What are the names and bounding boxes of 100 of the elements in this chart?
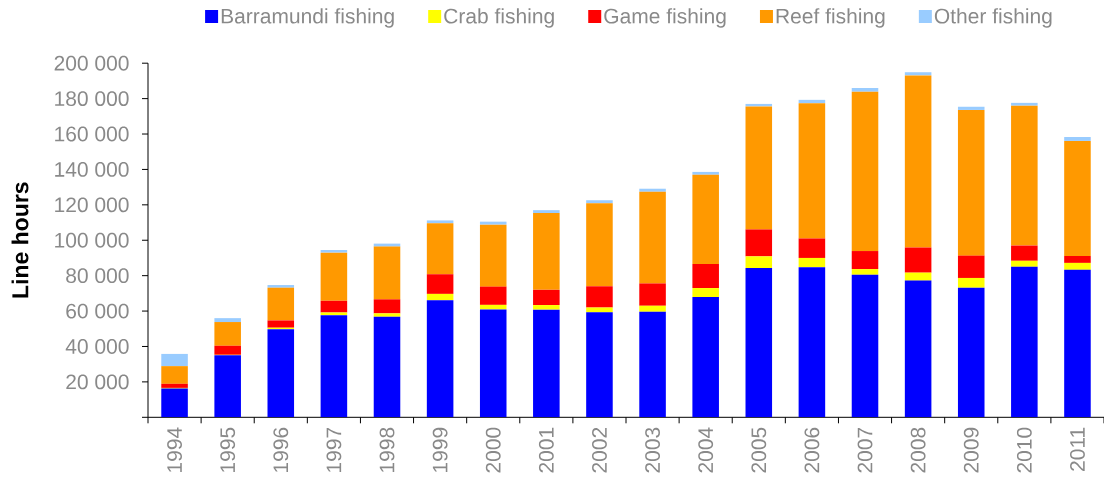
x-tick-label: 1996 xyxy=(273,427,289,472)
y-tick-label: 60 000 xyxy=(66,303,129,319)
bar xyxy=(1064,256,1091,263)
bar xyxy=(586,312,613,418)
bar xyxy=(745,106,773,230)
bar xyxy=(267,320,295,328)
bar xyxy=(320,300,348,313)
bar xyxy=(692,174,719,264)
bar xyxy=(161,366,188,384)
bar xyxy=(426,293,454,301)
bar xyxy=(426,223,454,275)
bar xyxy=(851,87,879,92)
bar xyxy=(373,313,401,317)
bar xyxy=(957,106,985,110)
x-tick-label: 2006 xyxy=(804,427,820,473)
x-tick-label: 2004 xyxy=(698,427,714,473)
x-tick-label: 1998 xyxy=(379,427,395,472)
y-tick-label: 200 000 xyxy=(54,55,129,71)
bar xyxy=(533,309,560,418)
bar xyxy=(957,287,985,418)
bar xyxy=(267,287,295,321)
y-tick-label: 140 000 xyxy=(55,162,129,177)
bar xyxy=(586,203,613,287)
bar xyxy=(214,318,241,323)
legend-label: Game fishing xyxy=(604,8,726,28)
bar xyxy=(798,267,826,418)
y-tick-label: 120 000 xyxy=(55,197,129,213)
bar xyxy=(851,251,879,270)
bar xyxy=(639,305,666,312)
y-tick-label: 80 000 xyxy=(66,268,129,284)
bar xyxy=(267,285,295,288)
x-tick-label: 2009 xyxy=(963,427,979,473)
bar xyxy=(479,221,507,225)
bar xyxy=(373,299,401,314)
x-tick-label: 2001 xyxy=(538,427,554,473)
legend-label: Other fishing xyxy=(934,8,1052,28)
y-tick-label: 180 000 xyxy=(55,91,129,107)
bar xyxy=(639,188,666,192)
bar xyxy=(798,257,826,268)
bar xyxy=(320,315,348,418)
bar xyxy=(533,289,560,306)
bar xyxy=(692,263,719,289)
bar xyxy=(426,220,454,224)
bar xyxy=(214,345,241,355)
x-tick-label: 2002 xyxy=(592,427,607,473)
bar xyxy=(745,256,773,269)
bar xyxy=(904,75,932,248)
bar xyxy=(904,247,932,273)
bar xyxy=(957,277,985,288)
bar xyxy=(320,312,348,316)
bar xyxy=(161,353,188,367)
x-tick-label: 2003 xyxy=(645,427,660,473)
x-tick-label: 2005 xyxy=(751,427,767,473)
bar xyxy=(320,252,348,301)
bar xyxy=(639,191,666,284)
bar xyxy=(639,311,666,418)
x-tick-label: 1994 xyxy=(167,427,182,472)
bar xyxy=(373,316,401,418)
bar xyxy=(214,355,241,418)
x-tick-label: 1995 xyxy=(220,427,236,472)
bar xyxy=(586,200,613,204)
y-tick-label: 40 000 xyxy=(65,339,129,354)
x-tick-label: 2007 xyxy=(857,427,873,473)
bar xyxy=(745,268,773,418)
bar xyxy=(1064,262,1091,270)
bar xyxy=(479,224,507,287)
legend-label: Barramundi fishing xyxy=(221,8,394,28)
bar xyxy=(1064,140,1091,257)
bar xyxy=(479,309,507,418)
bar xyxy=(692,297,719,418)
bar xyxy=(904,272,932,281)
bar xyxy=(1011,105,1038,246)
bar xyxy=(533,212,560,290)
bar xyxy=(851,269,879,275)
x-tick-label: 1999 xyxy=(432,427,448,472)
bar xyxy=(798,238,826,258)
y-tick-label: 20 000 xyxy=(66,374,129,390)
bar xyxy=(1064,137,1091,141)
bar xyxy=(214,322,241,346)
bar xyxy=(957,255,985,278)
bar xyxy=(957,109,985,256)
bar xyxy=(851,274,879,418)
bar xyxy=(373,243,401,247)
bar xyxy=(586,286,613,308)
bar xyxy=(479,286,507,305)
legend-label: Crab fishing xyxy=(444,8,554,28)
x-tick-label: 1997 xyxy=(326,427,342,472)
bar xyxy=(692,288,719,298)
x-tick-label: 2008 xyxy=(910,427,926,473)
bar xyxy=(745,229,773,257)
bar xyxy=(533,305,560,310)
bar xyxy=(267,329,295,418)
bar xyxy=(1011,245,1038,261)
bar xyxy=(1011,266,1038,418)
x-tick-label: 2010 xyxy=(1016,427,1032,473)
bar xyxy=(426,274,454,294)
bar xyxy=(851,91,879,252)
bar xyxy=(1011,102,1038,106)
bar xyxy=(533,210,560,213)
bar xyxy=(904,72,932,76)
